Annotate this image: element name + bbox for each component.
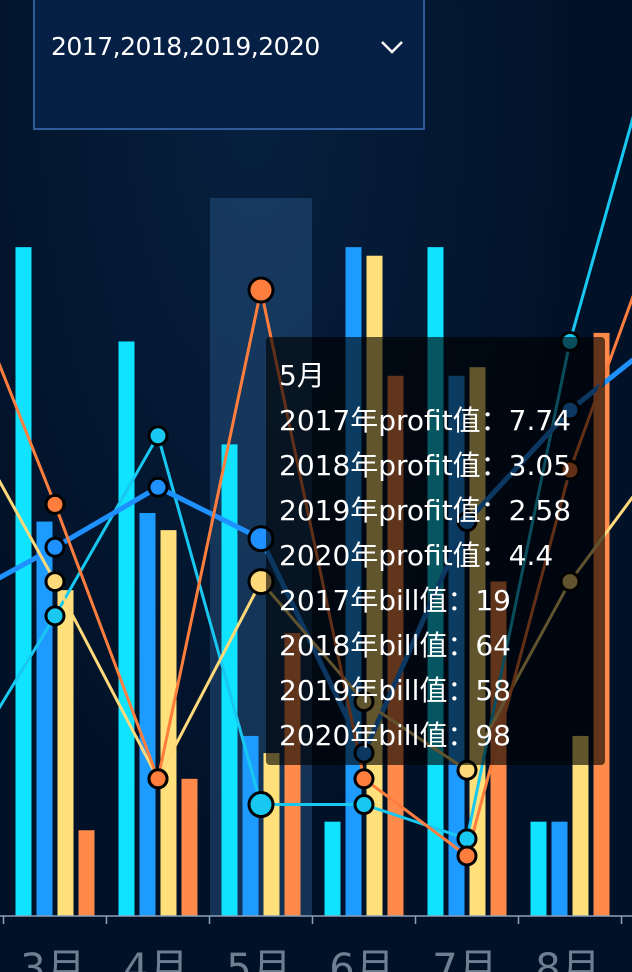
bar bbox=[57, 590, 74, 916]
tooltip-title: 5月 bbox=[279, 359, 325, 392]
x-tick-label: 8月 bbox=[535, 946, 600, 972]
line-point bbox=[247, 791, 275, 819]
bar bbox=[139, 512, 156, 916]
tooltip-line: 2019年bill值：58 bbox=[279, 674, 511, 707]
line-point bbox=[456, 828, 478, 850]
bar bbox=[78, 830, 95, 916]
line-point bbox=[147, 476, 169, 498]
bar bbox=[15, 247, 32, 916]
tooltip-line: 2018年profit值：3.05 bbox=[279, 449, 572, 482]
line-point bbox=[353, 768, 375, 790]
tooltip-line: 2017年bill值：19 bbox=[279, 584, 511, 617]
line-point bbox=[44, 493, 66, 515]
tooltip-line: 2019年profit值：2.58 bbox=[279, 494, 572, 527]
year-filter-value: 2017,2018,2019,2020 bbox=[51, 32, 320, 61]
line-point bbox=[147, 768, 169, 790]
x-tick-label: 4月 bbox=[123, 946, 188, 972]
chart-tooltip: 5月 2017年profit值：7.74 2018年profit值：3.05 2… bbox=[266, 337, 605, 765]
x-tick-label: 5月 bbox=[226, 946, 291, 972]
x-tick-label: 6月 bbox=[329, 946, 394, 972]
tooltip-line: 2017年profit值：7.74 bbox=[279, 404, 572, 437]
bar bbox=[572, 735, 589, 916]
bar bbox=[221, 444, 238, 916]
bar bbox=[181, 778, 198, 916]
tooltip-line: 2018年bill值：64 bbox=[279, 629, 511, 662]
bar bbox=[263, 753, 280, 916]
chevron-down-icon[interactable] bbox=[379, 34, 405, 60]
x-tick-label: 3月 bbox=[20, 946, 85, 972]
tooltip-line: 2020年profit值：4.4 bbox=[279, 539, 554, 572]
line-point bbox=[44, 571, 66, 593]
bar bbox=[118, 341, 135, 917]
tooltip-line: 2020年bill值：98 bbox=[279, 719, 511, 752]
year-filter-select[interactable]: 2017,2018,2019,2020 bbox=[33, 0, 425, 130]
bar bbox=[530, 821, 547, 916]
bar bbox=[551, 821, 568, 916]
line-point bbox=[353, 794, 375, 816]
bar bbox=[324, 821, 341, 916]
line-point bbox=[456, 845, 478, 867]
line-point bbox=[247, 276, 275, 304]
line-point bbox=[44, 536, 66, 558]
x-tick-label: 7月 bbox=[432, 946, 497, 972]
line-point bbox=[147, 425, 169, 447]
line-point bbox=[44, 605, 66, 627]
